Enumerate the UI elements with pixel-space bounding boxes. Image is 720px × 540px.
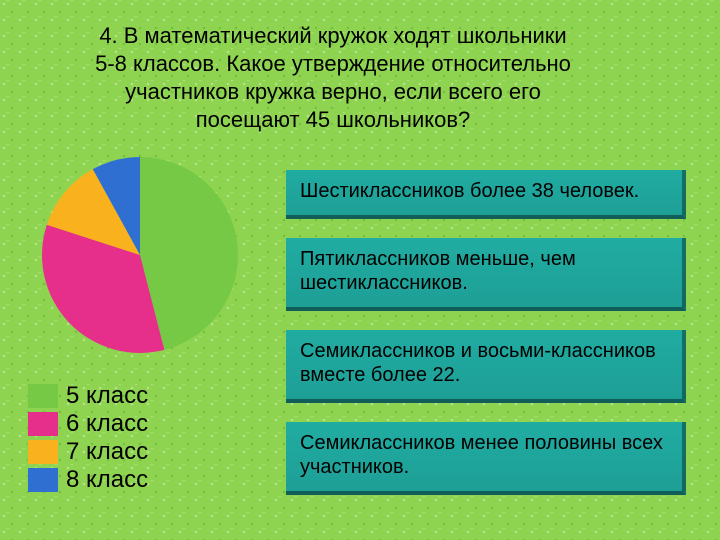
pie-chart-svg [40, 155, 240, 355]
answer-option-0[interactable]: Шестиклассников более 38 человек. [286, 170, 686, 219]
legend-item-2: 7 класс [28, 440, 148, 464]
answer-list: Шестиклассников более 38 человек. Пятикла… [286, 170, 686, 514]
legend-swatch-0 [28, 384, 58, 408]
pie-chart [40, 155, 240, 355]
legend-item-3: 8 класс [28, 468, 148, 492]
answer-option-2[interactable]: Семиклассников и восьми-классников вмест… [286, 330, 686, 403]
legend-item-1: 6 класс [28, 412, 148, 436]
question-text: 4. В математический кружок ходят школьни… [38, 22, 628, 135]
slide-content: 4. В математический кружок ходят школьни… [0, 0, 720, 540]
legend-swatch-1 [28, 412, 58, 436]
legend-label-0: 5 класс [66, 384, 148, 408]
answer-option-3[interactable]: Семиклассников менее половины всех участ… [286, 422, 686, 495]
legend-swatch-2 [28, 440, 58, 464]
legend-label-2: 7 класс [66, 440, 148, 464]
legend-item-0: 5 класс [28, 384, 148, 408]
legend-label-3: 8 класс [66, 468, 148, 492]
legend-label-1: 6 класс [66, 412, 148, 436]
legend-swatch-3 [28, 468, 58, 492]
answer-option-1[interactable]: Пятиклассников меньше, чем шестиклассник… [286, 238, 686, 311]
legend: 5 класс 6 класс 7 класс 8 класс [28, 380, 148, 496]
